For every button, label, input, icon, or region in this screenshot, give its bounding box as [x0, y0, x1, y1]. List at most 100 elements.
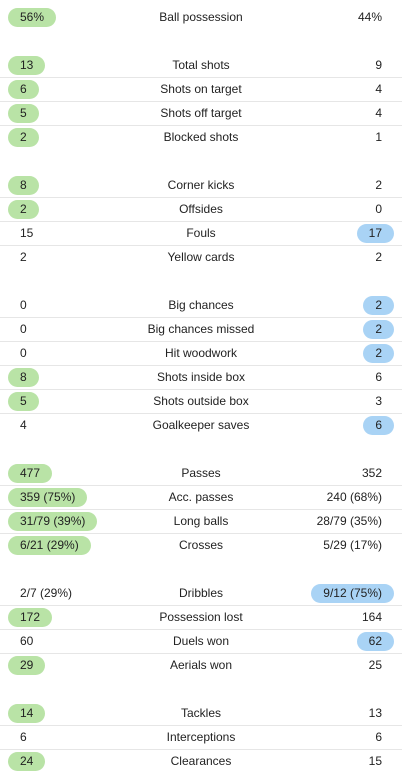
stat-group: Ball possession 56% 44% [0, 6, 402, 30]
home-value: 477 [8, 464, 53, 483]
stat-label: Shots inside box [156, 370, 246, 384]
home-value: 8 [8, 368, 39, 387]
away-value: 2 [375, 250, 382, 264]
stat-row: Acc. passes 359 (75%) 240 (68%) [0, 486, 402, 510]
stat-row: Total shots 13 9 [0, 54, 402, 78]
stat-label: Shots off target [160, 106, 242, 120]
stat-row: Crosses 6/21 (29%) 5/29 (17%) [0, 534, 402, 558]
away-value: 44% [357, 10, 382, 24]
home-value: 6 [8, 80, 39, 99]
stat-row: Big chances missed 0 2 [0, 318, 402, 342]
home-value: 14 [8, 704, 46, 723]
stat-group: Total shots 13 9 Shots on target 6 4 Shots off… [0, 54, 402, 150]
home-value: 359 (75%) [8, 488, 88, 507]
stat-row: Hit woodwork 0 2 [0, 342, 402, 366]
stat-row: Corner kicks 8 2 [0, 174, 402, 198]
stat-row: Blocked shots 2 1 [0, 126, 402, 150]
home-value: 0 [20, 322, 27, 336]
stat-row: Offsides 2 0 [0, 198, 402, 222]
stat-row: Shots inside box 8 6 [0, 366, 402, 390]
home-value: 8 [8, 176, 39, 195]
stat-label: Aerials won [169, 658, 233, 672]
away-value: 62 [356, 632, 394, 651]
stat-row: Tackles 14 13 [0, 702, 402, 726]
stat-group: Big chances 0 2 Big chances missed 0 2 Hit woo… [0, 294, 402, 438]
stat-label: Yellow cards [167, 250, 235, 264]
stat-label: Long balls [173, 514, 229, 528]
home-value: 6 [20, 730, 27, 744]
away-value: 13 [368, 706, 382, 720]
stat-label: Dribbles [178, 586, 223, 600]
home-value: 29 [8, 656, 46, 675]
stat-label: Shots on target [160, 82, 242, 96]
away-value: 240 (68%) [326, 490, 382, 504]
away-value: 164 [361, 610, 382, 624]
stat-row: Clearances 24 15 [0, 750, 402, 774]
stat-row: Aerials won 29 25 [0, 654, 402, 678]
stat-group: Dribbles 2/7 (29%) 9/12 (75%) Possession lo… [0, 582, 402, 678]
away-value: 4 [375, 82, 382, 96]
away-value: 6 [375, 370, 382, 384]
home-value: 0 [20, 346, 27, 360]
away-value: 3 [375, 394, 382, 408]
stat-row: Fouls 15 17 [0, 222, 402, 246]
stat-row: Shots off target 5 4 [0, 102, 402, 126]
stat-row: Long balls 31/79 (39%) 28/79 (35%) [0, 510, 402, 534]
stat-row: Possession lost 172 164 [0, 606, 402, 630]
stat-label: Acc. passes [168, 490, 234, 504]
stat-row: Interceptions 6 6 [0, 726, 402, 750]
stat-label: Corner kicks [167, 178, 235, 192]
home-value: 5 [8, 392, 39, 411]
stat-row: Dribbles 2/7 (29%) 9/12 (75%) [0, 582, 402, 606]
away-value: 2 [363, 296, 394, 315]
home-value: 31/79 (39%) [8, 512, 98, 531]
home-value: 13 [8, 56, 46, 75]
stat-label: Blocked shots [163, 130, 239, 144]
home-value: 15 [20, 226, 34, 240]
stat-label: Big chances [168, 298, 234, 312]
away-value: 6 [363, 416, 394, 435]
away-value: 17 [356, 224, 394, 243]
home-value: 60 [20, 634, 34, 648]
away-value: 4 [375, 106, 382, 120]
away-value: 15 [368, 754, 382, 768]
home-value: 172 [8, 608, 53, 627]
stat-label: Hit woodwork [164, 346, 238, 360]
away-value: 9 [375, 58, 382, 72]
stat-row: Yellow cards 2 2 [0, 246, 402, 270]
home-value: 0 [20, 298, 27, 312]
stat-label: Total shots [172, 58, 230, 72]
stat-row: Duels won 60 62 [0, 630, 402, 654]
stat-row: Big chances 0 2 [0, 294, 402, 318]
stat-group: Tackles 14 13 Interceptions 6 6 Clearances 24 15 [0, 702, 402, 774]
away-value: 352 [361, 466, 382, 480]
home-value: 2 [20, 250, 27, 264]
away-value: 9/12 (75%) [311, 584, 394, 603]
stat-label: Possession lost [159, 610, 243, 624]
stat-label: Tackles [180, 706, 221, 720]
home-value: 2 [8, 128, 39, 147]
away-value: 2 [363, 344, 394, 363]
stat-label: Fouls [186, 226, 216, 240]
stat-group: Corner kicks 8 2 Offsides 2 0 Fouls 15 17 Yellow … [0, 174, 402, 270]
stat-row: Shots outside box 5 3 [0, 390, 402, 414]
away-value: 1 [375, 130, 382, 144]
home-value: 56% [8, 8, 57, 27]
stat-label: Duels won [172, 634, 230, 648]
home-value: 2 [8, 200, 39, 219]
home-value: 6/21 (29%) [8, 536, 91, 555]
away-value: 2 [363, 320, 394, 339]
stat-label: Clearances [170, 754, 232, 768]
stat-group: Passes 477 352 Acc. passes 359 (75%) 240 (68%… [0, 462, 402, 558]
stat-label: Shots outside box [153, 394, 249, 408]
stat-label: Offsides [179, 202, 223, 216]
away-value: 25 [368, 658, 382, 672]
away-value: 6 [375, 730, 382, 744]
away-value: 5/29 (17%) [323, 538, 382, 552]
home-value: 24 [8, 752, 46, 771]
away-value: 28/79 (35%) [316, 514, 382, 528]
away-value: 0 [375, 202, 382, 216]
stat-label: Passes [181, 466, 221, 480]
stat-row: Ball possession 56% 44% [0, 6, 402, 30]
